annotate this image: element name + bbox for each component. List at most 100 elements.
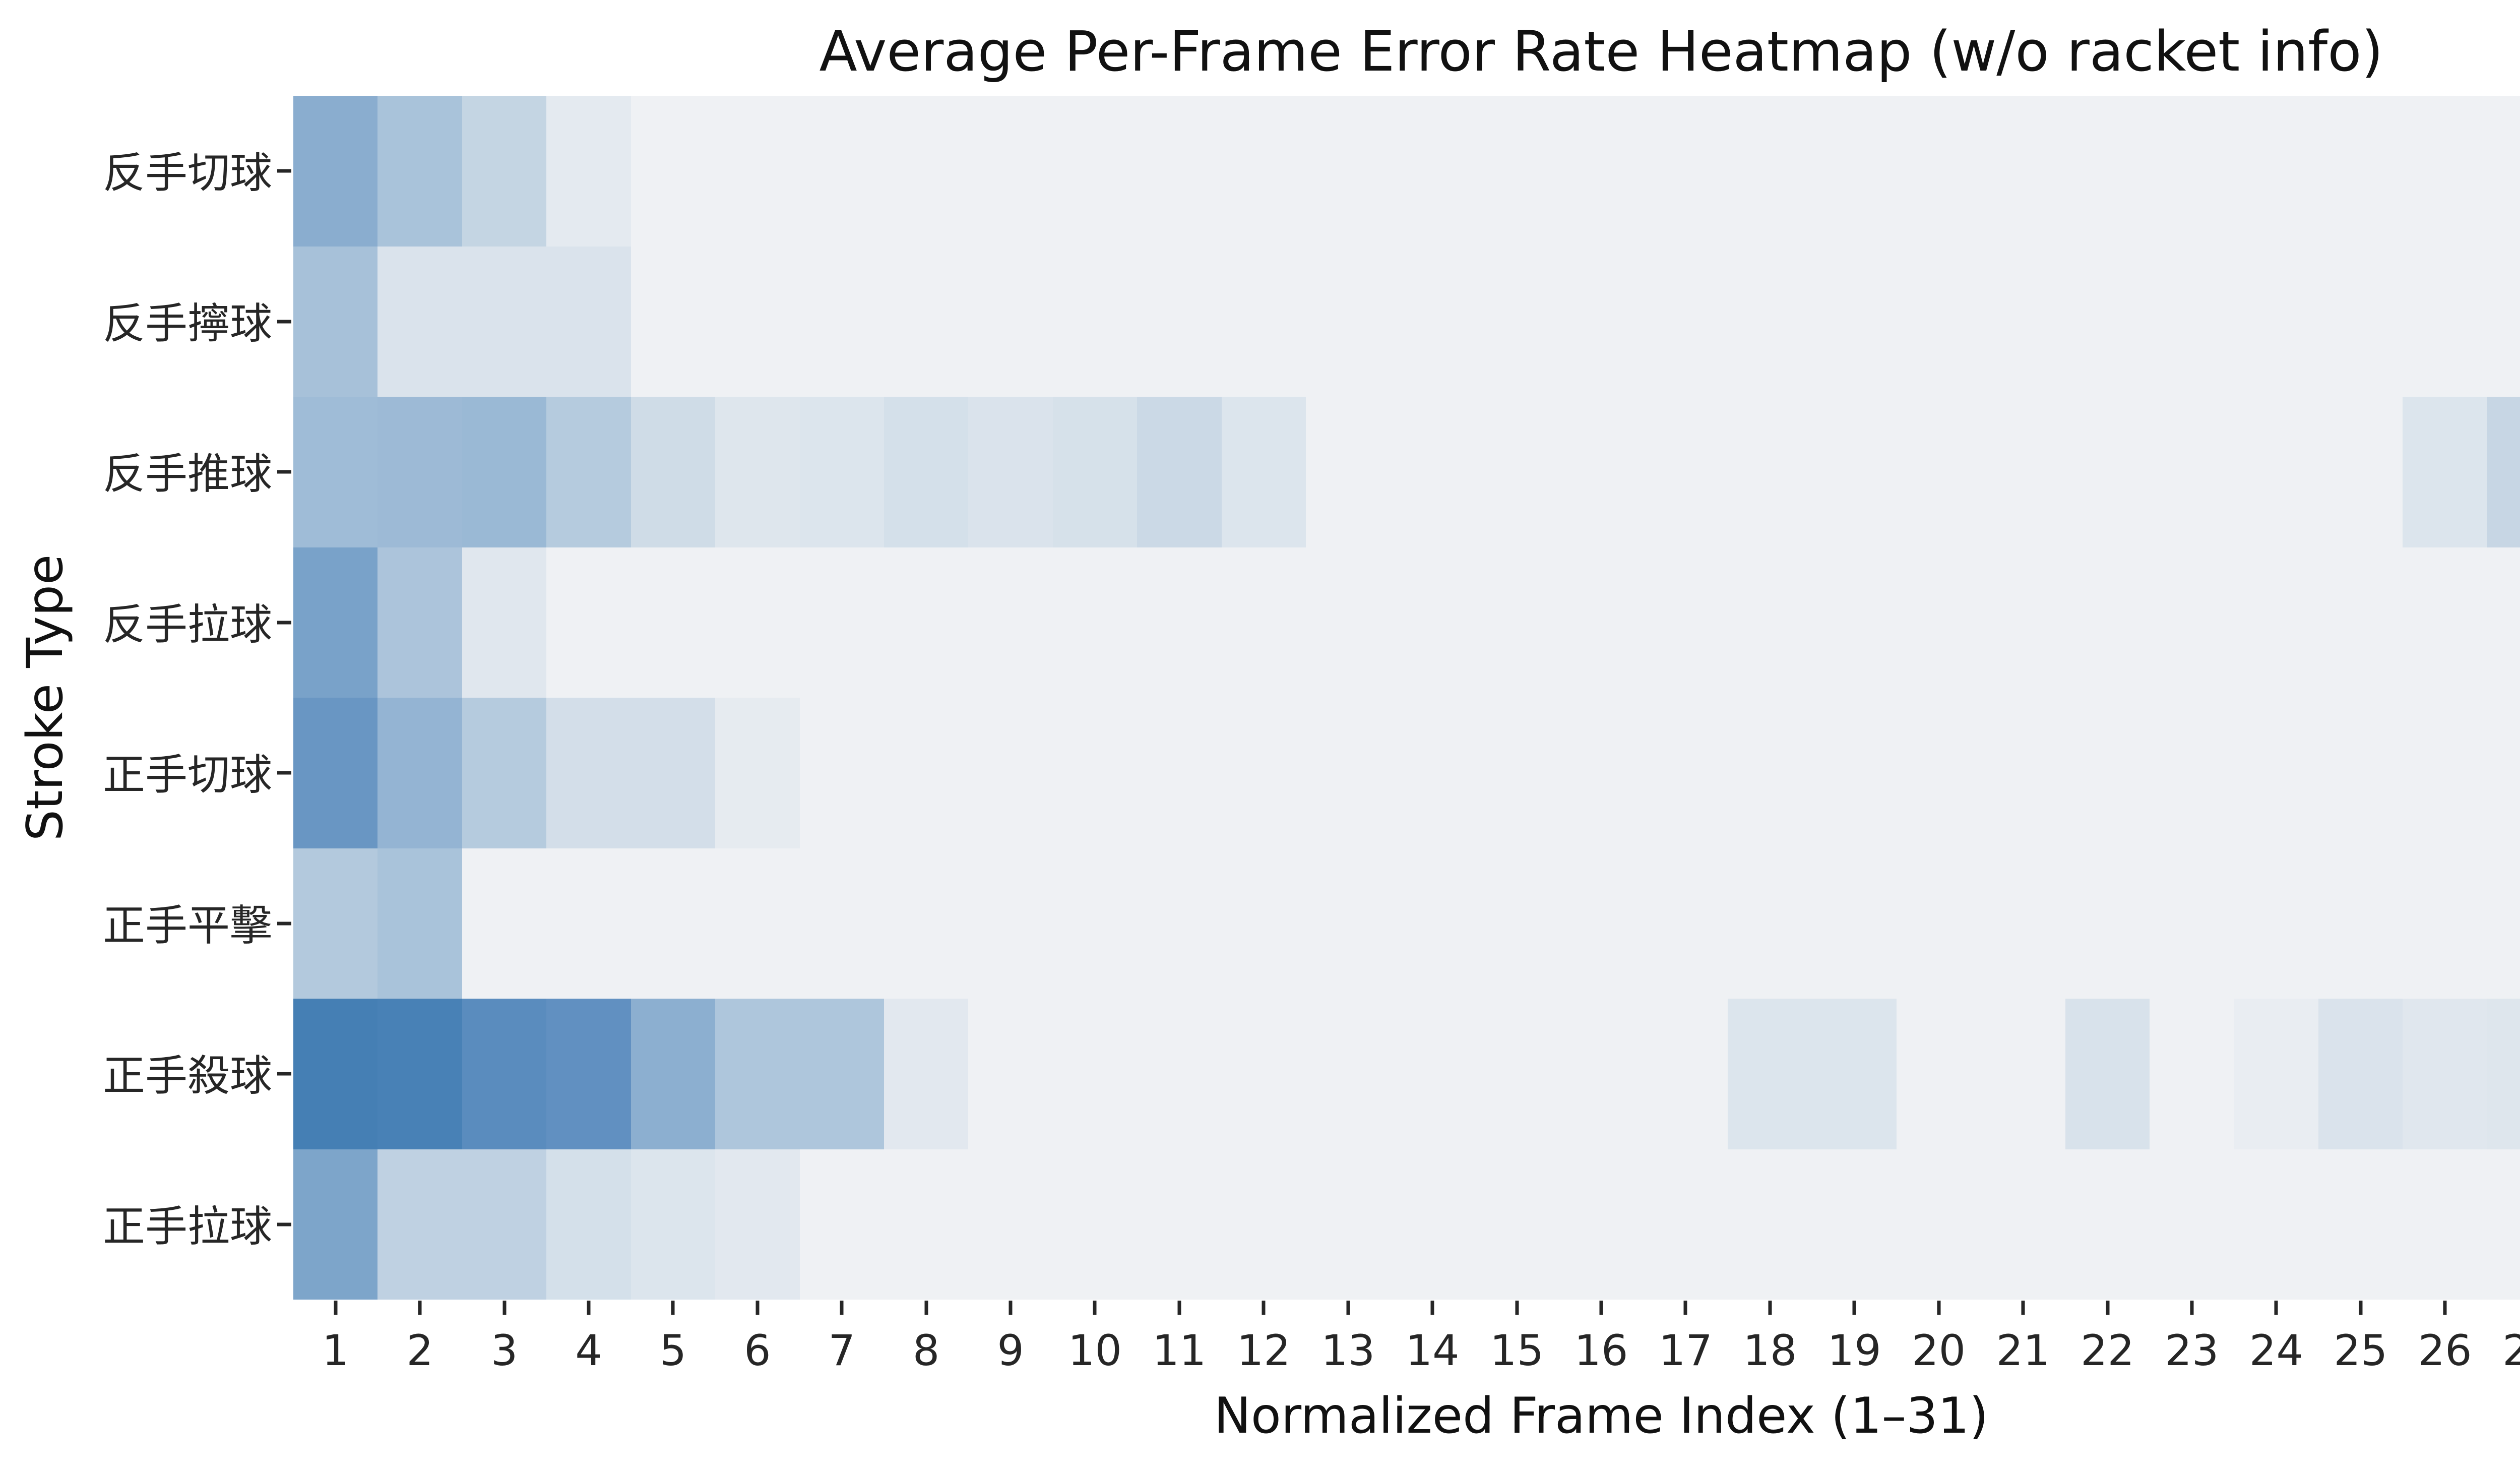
heatmap-cell	[2487, 698, 2520, 848]
heatmap-cell	[1306, 848, 1391, 999]
heatmap-cell	[715, 698, 800, 848]
heatmap-cell	[2403, 547, 2487, 698]
heatmap-cell	[1137, 698, 1222, 848]
heatmap-cell	[1559, 246, 1644, 397]
x-tick-mark	[671, 1301, 675, 1315]
y-tick-label: 正手殺球	[102, 1051, 272, 1101]
heatmap-cell	[1221, 698, 1306, 848]
x-tick-label: 23	[2165, 1326, 2219, 1375]
x-tick-label: 18	[1743, 1326, 1797, 1375]
heatmap-cell	[1643, 246, 1728, 397]
heatmap-cell	[715, 246, 800, 397]
heatmap-cell	[968, 848, 1053, 999]
heatmap-cell	[715, 1149, 800, 1300]
heatmap-cell	[968, 246, 1053, 397]
x-tick-mark	[2021, 1301, 2025, 1315]
heatmap-cell	[799, 999, 884, 1149]
y-tick-mark	[277, 922, 291, 926]
heatmap-cell	[2487, 96, 2520, 247]
x-tick-label: 8	[912, 1326, 940, 1375]
heatmap-cell	[1896, 698, 1981, 848]
heatmap-cell	[2065, 547, 2150, 698]
heatmap-cell	[1896, 96, 1981, 247]
heatmap-cell	[2150, 397, 2234, 547]
y-tick-label: 反手推球	[102, 449, 272, 499]
heatmap-cell	[1559, 1149, 1644, 1300]
x-axis-label: Normalized Frame Index (1–31)	[1214, 1387, 1989, 1445]
heatmap-cell	[1390, 698, 1475, 848]
x-tick-label: 19	[1827, 1326, 1881, 1375]
heatmap-cell	[1643, 848, 1728, 999]
heatmap-cell	[1896, 397, 1981, 547]
heatmap-cell	[1137, 397, 1222, 547]
heatmap-cell	[1981, 96, 2065, 247]
heatmap-cell	[2150, 1149, 2234, 1300]
y-tick-mark	[277, 1222, 291, 1226]
heatmap-cell	[884, 96, 969, 247]
heatmap-cell	[377, 698, 462, 848]
x-tick-mark	[755, 1301, 760, 1315]
heatmap-cell	[293, 246, 378, 397]
heatmap-cell	[1728, 246, 1812, 397]
x-tick-label: 9	[997, 1326, 1024, 1375]
y-tick-mark	[277, 169, 291, 173]
heatmap-cell	[1559, 999, 1644, 1149]
x-tick-mark	[1177, 1301, 1181, 1315]
heatmap-cell	[1137, 999, 1222, 1149]
x-tick-label: 5	[659, 1326, 687, 1375]
heatmap-cell	[1474, 1149, 1559, 1300]
heatmap-cell	[2318, 96, 2403, 247]
heatmap-cell	[968, 1149, 1053, 1300]
heatmap-cell	[1221, 848, 1306, 999]
heatmap-cell	[2234, 246, 2319, 397]
heatmap-cell	[2487, 547, 2520, 698]
heatmap-cell	[1052, 246, 1138, 397]
y-tick-label: 反手拉球	[102, 599, 272, 649]
x-tick-label: 10	[1068, 1326, 1122, 1375]
y-tick-label: 正手切球	[102, 750, 272, 800]
heatmap-cell	[2403, 96, 2487, 247]
x-tick-label: 27	[2502, 1326, 2520, 1375]
heatmap-cell	[1306, 999, 1391, 1149]
x-tick-mark	[587, 1301, 591, 1315]
heatmap-cell	[2150, 698, 2234, 848]
heatmap-cell	[631, 96, 716, 247]
heatmap-cell	[1559, 397, 1644, 547]
x-tick-label: 13	[1321, 1326, 1375, 1375]
heatmap-cell	[1981, 999, 2065, 1149]
heatmap-cell	[2487, 246, 2520, 397]
heatmap-cell	[1390, 96, 1475, 247]
x-tick-mark	[1430, 1301, 1434, 1315]
x-tick-mark	[1093, 1301, 1097, 1315]
heatmap-cell	[1728, 547, 1812, 698]
heatmap-cell	[1474, 999, 1559, 1149]
heatmap-cell	[377, 397, 462, 547]
heatmap-cell	[1306, 96, 1391, 247]
x-tick-mark	[924, 1301, 928, 1315]
x-tick-label: 22	[2081, 1326, 2134, 1375]
x-tick-label: 25	[2334, 1326, 2388, 1375]
heatmap-cell	[2403, 999, 2487, 1149]
x-tick-mark	[2190, 1301, 2194, 1315]
heatmap-cell	[2318, 698, 2403, 848]
y-tick-mark	[277, 1072, 291, 1076]
heatmap-cell	[968, 999, 1053, 1149]
heatmap-cell	[1052, 1149, 1138, 1300]
heatmap-cell	[1052, 698, 1138, 848]
heatmap-cell	[377, 999, 462, 1149]
heatmap-cell	[631, 547, 716, 698]
x-tick-label: 4	[575, 1326, 602, 1375]
heatmap-cell	[799, 1149, 884, 1300]
heatmap-cell	[1306, 246, 1391, 397]
x-tick-mark	[2359, 1301, 2363, 1315]
heatmap-cell	[377, 848, 462, 999]
heatmap-cell	[1390, 246, 1475, 397]
heatmap-cell	[1306, 397, 1391, 547]
heatmap-cell	[546, 848, 631, 999]
heatmap-cell	[1306, 547, 1391, 698]
heatmap-cell	[631, 848, 716, 999]
heatmap-cell	[2150, 96, 2234, 247]
heatmap-cell	[293, 547, 378, 698]
heatmap-cell	[2065, 1149, 2150, 1300]
heatmap-cell	[1728, 1149, 1812, 1300]
